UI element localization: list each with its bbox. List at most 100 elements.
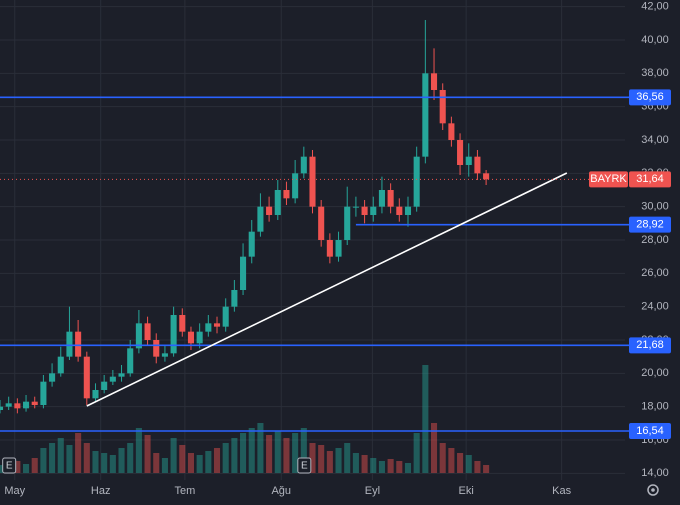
volume-bar <box>292 433 299 473</box>
candle-body <box>127 348 134 374</box>
volume-bar <box>101 453 108 473</box>
candle-body <box>370 206 377 215</box>
x-tick-label: Eki <box>459 485 474 497</box>
candle-body <box>318 206 325 240</box>
volume-bar <box>474 461 481 473</box>
volume-bar <box>40 448 47 473</box>
settings-dot[interactable] <box>651 488 655 492</box>
candle-body <box>0 406 4 410</box>
symbol-label: BAYRK <box>590 173 627 185</box>
y-tick-label: 38,00 <box>641 67 669 79</box>
candle-body <box>231 290 238 307</box>
candle-body <box>300 156 307 174</box>
candle-body <box>404 206 412 215</box>
volume-bar <box>118 448 125 473</box>
y-tick-label: 28,00 <box>641 234 669 246</box>
candle-body <box>448 123 455 140</box>
level-label: 28,92 <box>636 219 664 231</box>
event-label: E <box>6 461 13 472</box>
candle-body <box>101 381 108 390</box>
trendline <box>86 172 568 407</box>
symbol-badge <box>589 171 628 188</box>
volume-bar <box>300 428 307 473</box>
x-tick-label: Eyl <box>365 485 380 497</box>
level-label: 16,54 <box>636 425 664 437</box>
level-badge <box>629 337 671 354</box>
candle-body <box>40 381 47 405</box>
y-tick-label: 40,00 <box>641 34 669 46</box>
volume-bar <box>109 455 116 473</box>
candle-body <box>31 401 38 405</box>
volume-bar <box>344 443 351 473</box>
candle-body <box>387 190 394 207</box>
volume-bar <box>205 451 212 473</box>
x-tick-label: Tem <box>175 485 196 497</box>
candle-body <box>292 173 299 199</box>
volume-bar <box>240 433 247 473</box>
volume-bar <box>413 433 420 473</box>
candle-body <box>422 73 429 157</box>
volume-bar <box>187 453 195 473</box>
candle-body <box>14 403 21 409</box>
volume-bar <box>274 431 281 473</box>
last-price-badge <box>629 171 671 188</box>
candle-body <box>83 356 90 399</box>
candle-body <box>222 306 229 327</box>
candle-body <box>413 156 420 207</box>
candle-body <box>196 331 203 344</box>
event-label: E <box>301 461 308 472</box>
volume-bar <box>448 448 455 473</box>
volume-bar <box>318 445 325 473</box>
candle-body <box>344 206 351 240</box>
volume-bar <box>361 455 368 473</box>
volume-bar <box>370 458 377 473</box>
candle-body <box>266 206 273 215</box>
volume-bar <box>213 448 221 473</box>
candle-body <box>309 156 316 207</box>
volume-bar <box>23 464 30 473</box>
candle-body <box>257 206 264 232</box>
candle-body <box>352 206 359 208</box>
volume-bar <box>387 459 394 473</box>
volume-bar <box>14 461 21 473</box>
candle-body <box>248 231 255 257</box>
level-badge <box>629 89 671 106</box>
volume-bar <box>457 453 464 473</box>
candle-body <box>335 240 342 257</box>
volume-bar <box>378 461 385 473</box>
candle-body <box>396 206 403 215</box>
candle-body <box>205 323 212 332</box>
candle-body <box>23 401 30 409</box>
volume-bar <box>422 365 429 473</box>
candle-body <box>179 315 186 332</box>
volume-bar <box>196 455 203 473</box>
candle-body <box>135 323 142 349</box>
level-badge <box>629 216 671 233</box>
volume-bar <box>483 465 490 473</box>
volume-bar <box>352 453 359 473</box>
level-badge <box>629 423 671 439</box>
candle-body <box>457 140 464 165</box>
candle-body <box>161 353 168 357</box>
volume-bar <box>153 453 160 473</box>
y-tick-label: 20,00 <box>641 367 669 379</box>
settings-gear[interactable] <box>647 484 659 496</box>
volume-bar <box>49 443 56 473</box>
volume-bar <box>257 423 264 473</box>
volume-bar <box>144 435 151 473</box>
settings-icon[interactable] <box>647 484 659 496</box>
candle-body <box>66 331 73 357</box>
candle-body <box>283 190 290 199</box>
volume-bar <box>0 465 4 473</box>
candle-body <box>92 390 99 399</box>
plot-layer: 14,0016,0018,0020,0022,0024,0026,0028,00… <box>0 0 671 497</box>
candle-body <box>153 340 160 357</box>
event-marker <box>2 457 17 474</box>
volume-bar <box>222 443 229 473</box>
candle-body <box>361 206 368 215</box>
volume-bar <box>161 458 168 473</box>
volume-bar <box>83 443 90 473</box>
volume-bar <box>57 438 64 473</box>
volume-bar <box>66 445 73 473</box>
